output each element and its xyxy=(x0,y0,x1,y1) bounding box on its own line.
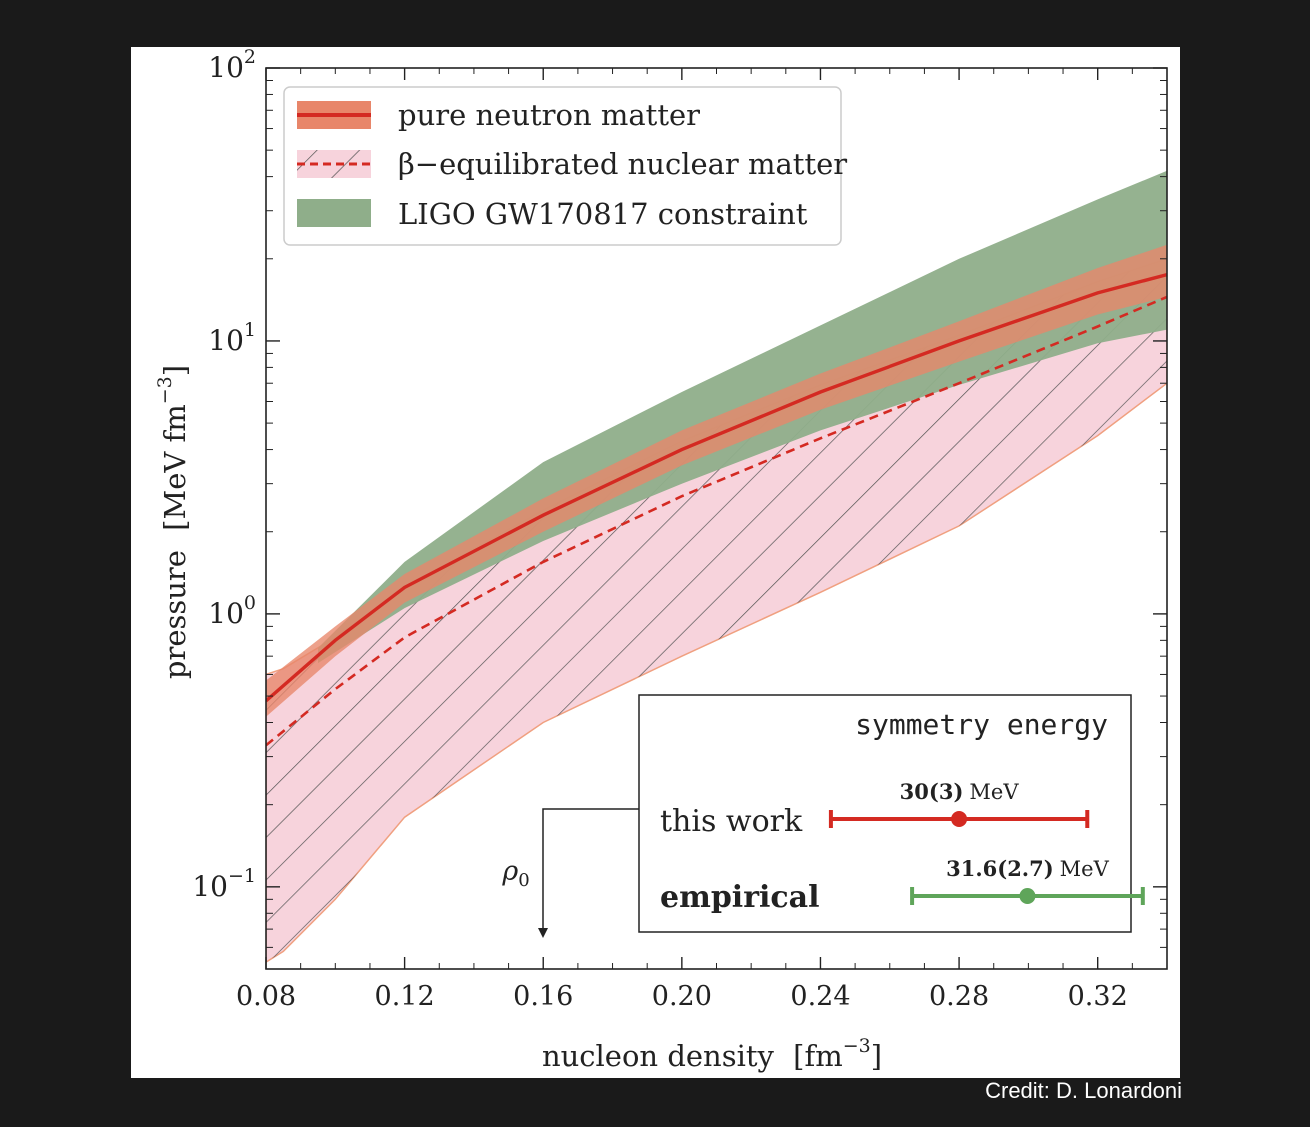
y-tick-label: 100 xyxy=(208,592,256,630)
x-tick-label: 0.24 xyxy=(790,981,850,1012)
y-tick-label: 102 xyxy=(208,46,256,84)
series-line-pure-neutron-matter xyxy=(266,272,1167,703)
errorbar-point xyxy=(1019,888,1036,904)
series-line-equilibrated-nuclear-matter xyxy=(266,295,1167,747)
x-tick-label: 0.28 xyxy=(929,981,989,1012)
legend: pure neutron matter β−equilibrated nucle… xyxy=(283,86,847,246)
y-axis-label: pressure [MeV fm−3] xyxy=(154,365,192,679)
rho0-marker: ρ0 xyxy=(501,808,639,938)
x-axis-label: nucleon density [fm−3] xyxy=(542,1035,882,1073)
errorbar-point xyxy=(951,811,968,827)
plot-area xyxy=(266,170,1167,963)
legend-label: LIGO GW170817 constraint xyxy=(398,197,808,231)
inset-row-label: empirical xyxy=(660,880,820,915)
tick-labels: 0.08 0.12 0.16 0.20 0.24 0.28 0.32 10−1 100 101 10… xyxy=(192,46,1127,1012)
legend-label: pure neutron matter xyxy=(398,98,700,132)
rho0-arrowhead xyxy=(538,928,548,938)
series-band-pure-neutron-matter xyxy=(266,244,1167,717)
legend-entry-pure-neutron-matter: pure neutron matter xyxy=(297,98,700,132)
symmetry-energy-inset: symmetry energy this work empirical 30(3… xyxy=(638,694,1145,933)
legend-swatch-hatch xyxy=(297,150,371,178)
image-credit: Credit: D. Lonardoni xyxy=(985,1078,1182,1103)
y-tick-label: 10−1 xyxy=(192,865,256,903)
y-tick-label: 101 xyxy=(208,319,256,357)
x-tick-label: 0.16 xyxy=(513,981,573,1012)
inset-row-label: this work xyxy=(660,804,803,839)
legend-swatch-band xyxy=(297,199,371,227)
x-tick-label: 0.20 xyxy=(652,981,712,1012)
legend-entry-ligo: LIGO GW170817 constraint xyxy=(297,197,808,231)
x-tick-label: 0.12 xyxy=(375,981,435,1012)
legend-entry-beta-equilibrated: β−equilibrated nuclear matter xyxy=(297,147,847,181)
rho0-label: ρ0 xyxy=(501,856,529,891)
x-tick-label: 0.32 xyxy=(1068,981,1128,1012)
x-tick-label: 0.08 xyxy=(236,981,296,1012)
axes xyxy=(265,67,1168,970)
inset-title: symmetry energy xyxy=(855,708,1108,741)
errorbar-value-label: 31.6(2.7) MeV xyxy=(946,856,1109,881)
series-hatch-equilibrated-nuclear-matter xyxy=(266,258,1167,963)
rho0-leader-line xyxy=(542,808,639,928)
legend-box xyxy=(283,86,842,246)
errorbar-value-label: 30(3) MeV xyxy=(900,779,1020,804)
inset-box xyxy=(638,694,1132,933)
legend-label: β−equilibrated nuclear matter xyxy=(398,147,847,181)
